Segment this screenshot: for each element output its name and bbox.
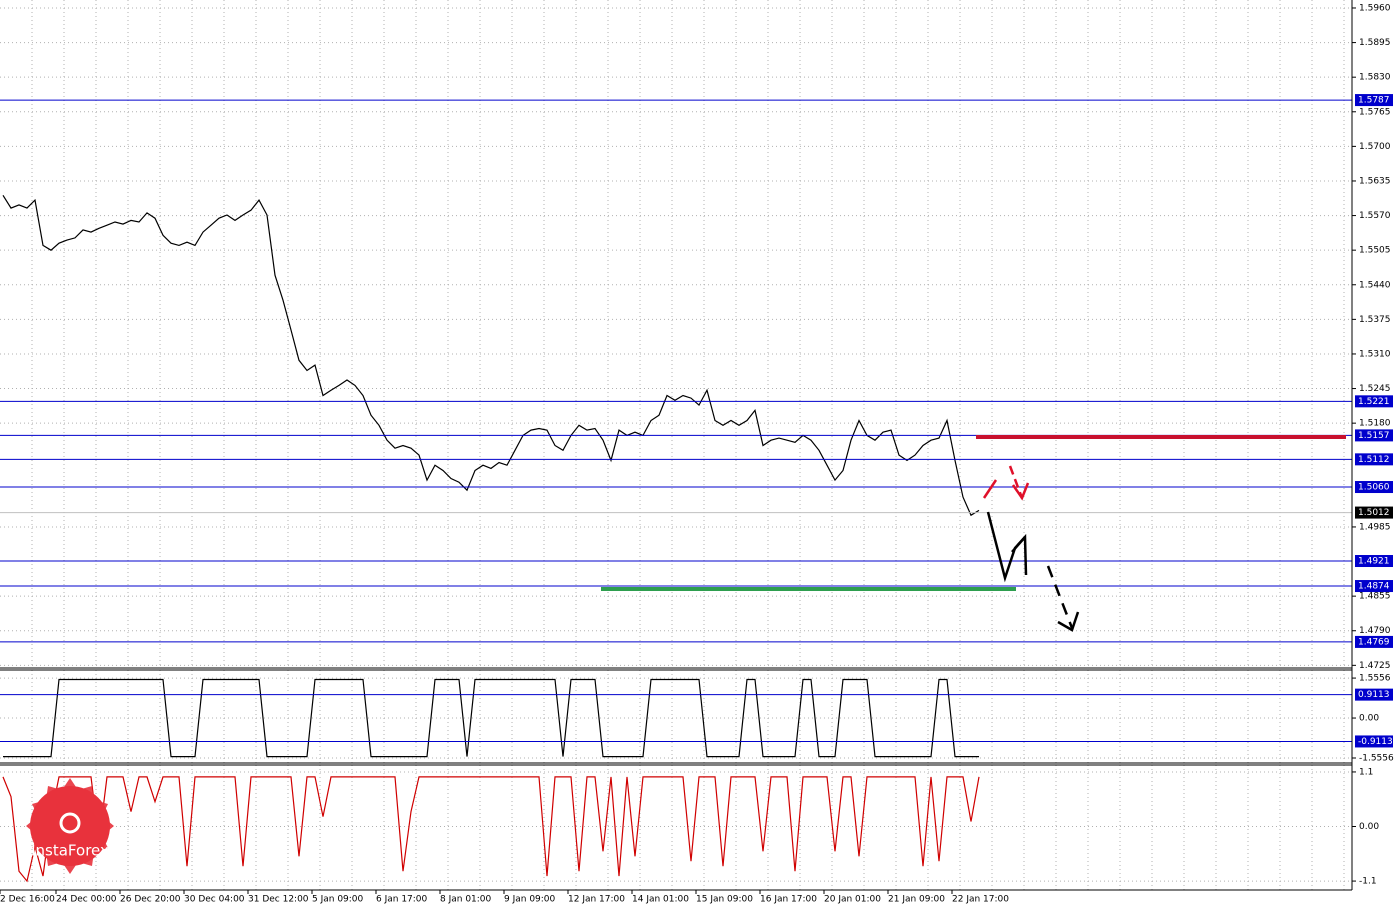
x-tick-label: 9 Jan 09:00 bbox=[504, 895, 556, 905]
y-tick-label: 1.1 bbox=[1359, 767, 1373, 777]
y-tick-label: 1.4790 bbox=[1359, 626, 1391, 636]
level-box bbox=[1355, 453, 1393, 466]
level-label: 1.4921 bbox=[1358, 557, 1390, 567]
watermark-text: InstaForex bbox=[31, 842, 109, 860]
y-tick-label: 1.5440 bbox=[1359, 280, 1391, 290]
last-price-label: 1.5012 bbox=[1358, 508, 1390, 518]
y-tick-label: 1.5570 bbox=[1359, 211, 1391, 221]
y-tick-label: 1.5635 bbox=[1359, 176, 1391, 186]
marks bbox=[0, 99, 1352, 883]
logo-circle bbox=[30, 786, 110, 866]
level-box bbox=[1355, 735, 1393, 748]
level-label: 1.5060 bbox=[1358, 483, 1390, 493]
watermark-logo: InstaForex bbox=[26, 778, 114, 874]
grid bbox=[0, 0, 1352, 890]
y-tick-label: 1.5830 bbox=[1359, 73, 1391, 83]
level-box bbox=[1355, 555, 1393, 568]
y-tick-label: -1.1 bbox=[1359, 877, 1377, 887]
y-tick-label: 1.4985 bbox=[1359, 522, 1391, 532]
y-tick-label: 1.5180 bbox=[1359, 419, 1391, 429]
y-tick-label: 1.5960 bbox=[1359, 3, 1391, 13]
y-tick-label: 1.5310 bbox=[1359, 349, 1391, 359]
x-tick-label: 14 Jan 01:00 bbox=[632, 895, 689, 905]
y-tick-label: 1.5245 bbox=[1359, 384, 1391, 394]
x-tick-label: 24 Dec 00:00 bbox=[56, 895, 117, 905]
level-box bbox=[1355, 481, 1393, 494]
last-price-box bbox=[1355, 506, 1393, 519]
x-tick-label: 20 Jan 01:00 bbox=[824, 895, 881, 905]
y-tick-label: -1.5556 bbox=[1359, 754, 1394, 764]
y-tick-label: 0.00 bbox=[1359, 714, 1379, 724]
y-tick-label: 1.5895 bbox=[1359, 38, 1391, 48]
level-label: 1.4874 bbox=[1358, 582, 1390, 592]
red-arrow-head bbox=[1011, 482, 1030, 501]
y-tick-label: 1.5700 bbox=[1359, 142, 1391, 152]
level-label: -0.9113 bbox=[1358, 737, 1393, 747]
x-tick-label: 31 Dec 12:00 bbox=[248, 895, 309, 905]
series-line bbox=[3, 678, 979, 758]
y-tick-label: 0.00 bbox=[1359, 822, 1379, 832]
x-tick-label: 30 Dec 04:00 bbox=[184, 895, 245, 905]
level-box bbox=[1355, 429, 1393, 442]
red-arrow-up bbox=[982, 479, 998, 499]
x-tick-label: 16 Jan 17:00 bbox=[760, 895, 817, 905]
forecast-arrow-head bbox=[1057, 611, 1080, 632]
level-label: 1.4769 bbox=[1358, 637, 1390, 647]
level-label: 1.5787 bbox=[1358, 96, 1390, 106]
y-tick-label: 1.5556 bbox=[1359, 674, 1391, 684]
x-tick-label: 2 Dec 16:00 bbox=[0, 895, 55, 905]
x-tick-label: 21 Jan 09:00 bbox=[888, 895, 945, 905]
level-box bbox=[1355, 635, 1393, 648]
y-tick-label: 1.4725 bbox=[1359, 661, 1391, 671]
forecast-dashed bbox=[1046, 565, 1074, 629]
y-tick-label: 1.5505 bbox=[1359, 246, 1391, 256]
x-tick-label: 8 Jan 01:00 bbox=[440, 895, 492, 905]
x-tick-label: 15 Jan 09:00 bbox=[696, 895, 753, 905]
series-line bbox=[2, 194, 980, 517]
level-box bbox=[1355, 94, 1393, 107]
series-line bbox=[2, 776, 980, 883]
x-tick-label: 22 Jan 17:00 bbox=[952, 895, 1009, 905]
y-tick-label: 1.4855 bbox=[1359, 592, 1391, 602]
x-tick-label: 6 Jan 17:00 bbox=[376, 895, 428, 905]
level-label: 1.5112 bbox=[1358, 455, 1390, 465]
x-tick-label: 12 Jan 17:00 bbox=[568, 895, 625, 905]
level-box bbox=[1355, 395, 1393, 408]
level-label: 1.5157 bbox=[1358, 431, 1390, 441]
x-tick-label: 5 Jan 09:00 bbox=[312, 895, 364, 905]
y-tick-label: 1.5765 bbox=[1359, 107, 1391, 117]
forecast-arrow-head bbox=[1011, 536, 1026, 553]
y-tick-label: 1.5375 bbox=[1359, 315, 1391, 325]
x-tick-label: 26 Dec 20:00 bbox=[120, 895, 181, 905]
level-box bbox=[1355, 688, 1393, 701]
red-arrow-down bbox=[1008, 465, 1024, 499]
level-label: 0.9113 bbox=[1358, 690, 1390, 700]
logo-icon bbox=[59, 812, 81, 834]
level-box bbox=[1355, 580, 1393, 593]
level-label: 1.5221 bbox=[1358, 397, 1390, 407]
